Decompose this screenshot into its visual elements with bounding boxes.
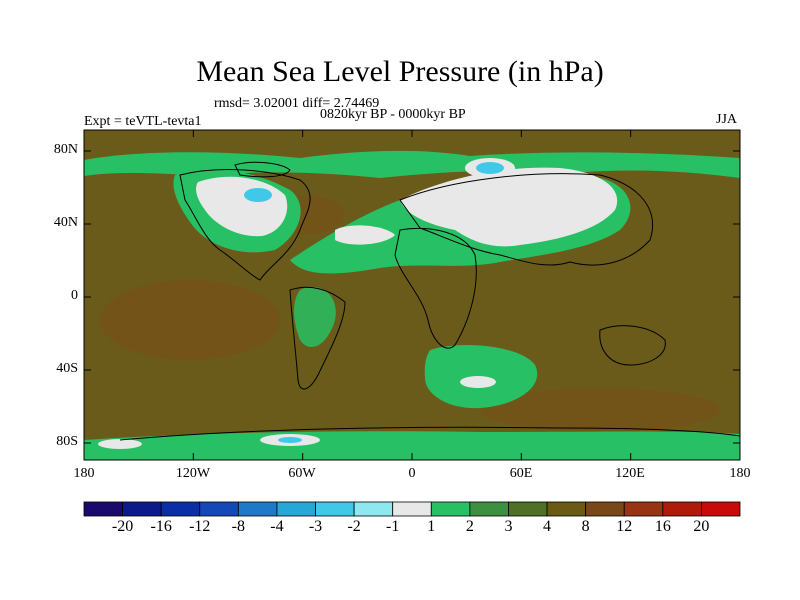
- experiment-label: Expt = teVTL-tevta1: [84, 114, 202, 129]
- coastlines: [119, 161, 740, 441]
- lat-label: 80N: [53, 142, 78, 157]
- north-america-cyan: [244, 188, 272, 202]
- colorbar-swatch: [315, 501, 355, 517]
- arctic-cyan: [476, 162, 504, 174]
- colorbar-label: 3: [504, 518, 513, 535]
- colorbar-label: -2: [347, 518, 361, 535]
- south-america-green: [294, 286, 336, 348]
- lon-label: 180: [729, 466, 751, 481]
- colorbar-swatch: [392, 501, 432, 517]
- colorbar-label: -1: [386, 518, 400, 535]
- atlantic-white: [335, 225, 395, 245]
- south-atlantic-white: [460, 376, 496, 388]
- lon-label: 120W: [175, 466, 211, 481]
- antarctic-white: [98, 439, 142, 449]
- lon-label: 120E: [615, 466, 645, 481]
- colorbar-label: -4: [270, 518, 284, 535]
- lat-label: 40N: [53, 215, 78, 230]
- colorbar-swatch: [83, 501, 123, 517]
- colorbar-label: -12: [189, 518, 211, 535]
- eurasia-white: [400, 167, 618, 247]
- colorbar-swatch: [662, 501, 702, 517]
- colorbar-swatch: [199, 501, 239, 517]
- colorbar-label: -3: [308, 518, 323, 535]
- lat-label: 40S: [56, 361, 78, 376]
- lon-label: 60E: [509, 466, 533, 481]
- colorbar-swatch: [430, 501, 471, 517]
- antarctic-green: [84, 431, 740, 460]
- colorbar-label: 12: [616, 518, 633, 535]
- lon-label: 60W: [288, 466, 316, 481]
- period-text: 0820kyr BP - 0000kyr BP: [320, 107, 466, 122]
- colorbar-swatch: [122, 501, 162, 517]
- lon-label: 180: [73, 466, 95, 481]
- colorbar-swatch: [469, 501, 509, 517]
- colorbar: [83, 501, 741, 517]
- colorbar-swatch: [276, 501, 316, 517]
- colorbar-label: 20: [693, 518, 710, 535]
- colorbar-swatch: [623, 501, 664, 517]
- colorbar-label: 4: [543, 518, 552, 535]
- colorbar-swatch: [160, 501, 201, 517]
- lat-label: 80S: [56, 434, 78, 449]
- colorbar-swatch: [237, 501, 278, 517]
- colorbar-label: 1: [427, 518, 436, 535]
- map-field: [84, 130, 740, 460]
- lat-label: 0: [71, 288, 78, 303]
- colorbar-swatch: [701, 501, 741, 517]
- antarctic-cyan: [278, 437, 302, 443]
- colorbar-label: -20: [111, 518, 134, 535]
- season-label: JJA: [716, 112, 738, 127]
- colorbar-label: 2: [465, 518, 474, 535]
- colorbar-label: 16: [654, 518, 671, 535]
- colorbar-label: -16: [150, 518, 172, 535]
- colorbar-swatch: [546, 501, 587, 517]
- colorbar-swatch: [353, 501, 394, 517]
- colorbar-swatch: [585, 501, 625, 517]
- axis-ticks: [83, 130, 741, 460]
- colorbar-swatch: [508, 501, 548, 517]
- positive-anomaly-patch: [100, 280, 280, 360]
- map-title: Mean Sea Level Pressure (in hPa): [196, 55, 604, 88]
- positive-anomaly-patch: [480, 388, 720, 432]
- stats-text: rmsd= 3.02001 diff= 2.74469: [214, 96, 380, 111]
- lon-label: 0: [408, 466, 416, 481]
- colorbar-label: 8: [581, 518, 590, 535]
- colorbar-label: -8: [231, 518, 245, 535]
